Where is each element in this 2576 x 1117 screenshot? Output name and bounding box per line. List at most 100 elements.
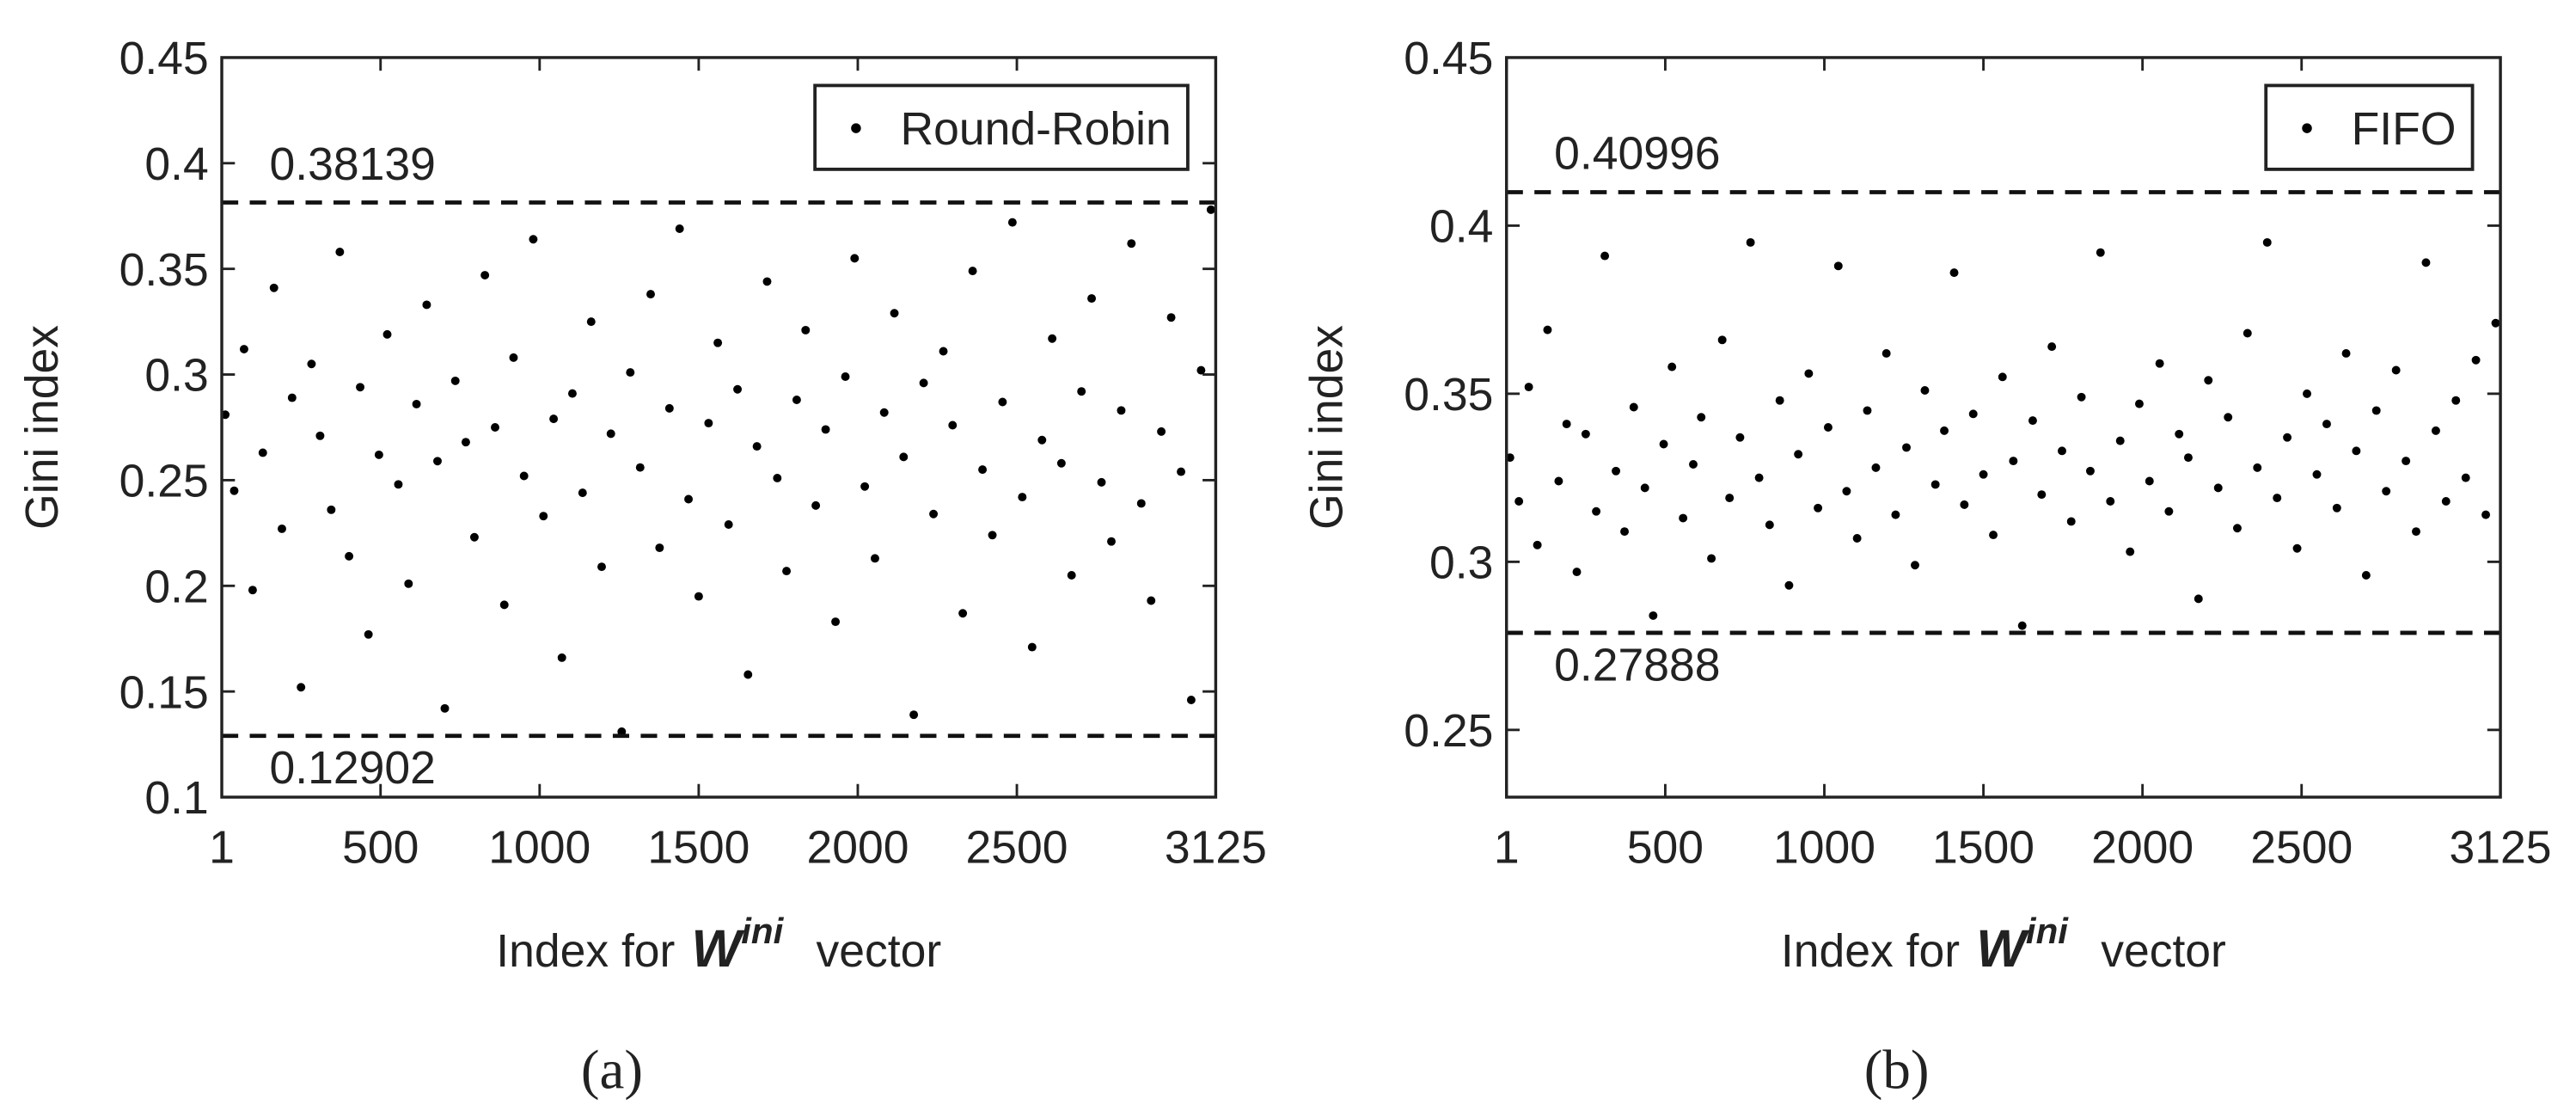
- axes-box: [220, 56, 1218, 799]
- data-point: [841, 372, 850, 381]
- data-point: [2232, 524, 2242, 533]
- data-point: [1007, 218, 1017, 227]
- y-axis-label: Gini index: [17, 325, 68, 530]
- data-point: [278, 524, 286, 533]
- data-point: [2273, 494, 2282, 503]
- data-point: [2058, 446, 2066, 456]
- data-point: [1572, 568, 1582, 577]
- data-point: [1989, 531, 1998, 540]
- data-point: [1543, 325, 1552, 334]
- data-point: [258, 448, 267, 457]
- data-point: [1196, 365, 1206, 375]
- data-point: [2441, 497, 2451, 506]
- data-point: [1707, 554, 1716, 563]
- data-point: [1629, 402, 1638, 412]
- data-point: [356, 383, 365, 392]
- data-point: [2204, 376, 2213, 385]
- data-point: [269, 283, 278, 292]
- data-point: [2243, 328, 2252, 338]
- data-point: [1056, 458, 1066, 468]
- data-point: [2382, 487, 2391, 496]
- data-point: [519, 471, 529, 481]
- data-point: [2096, 248, 2105, 257]
- data-point: [773, 473, 782, 482]
- data-point: [978, 465, 988, 475]
- data-point: [2481, 510, 2491, 519]
- data-point: [1852, 534, 1862, 543]
- x-label-text: Index for: [1781, 926, 1960, 977]
- data-point: [879, 408, 889, 417]
- data-point: [1968, 409, 1978, 419]
- data-point: [1514, 497, 1524, 506]
- data-point: [664, 403, 674, 413]
- data-point: [948, 420, 958, 430]
- data-point: [1600, 251, 1610, 261]
- x-axis-label: Index for Wini vector: [1781, 911, 2226, 978]
- legend-marker: [851, 123, 861, 133]
- x-tick-label: 500: [342, 822, 419, 873]
- data-point: [2009, 457, 2018, 466]
- y-tick-label: 0.35: [1404, 370, 1493, 420]
- data-point: [1871, 463, 1881, 472]
- reference-label: 0.40996: [1554, 129, 1720, 180]
- data-point: [2391, 365, 2401, 375]
- reference-label: 0.38139: [269, 139, 435, 190]
- data-point: [404, 579, 413, 588]
- data-point: [229, 486, 239, 495]
- data-point: [491, 423, 499, 432]
- data-point: [939, 347, 948, 356]
- data-point: [2155, 359, 2164, 368]
- data-point: [1018, 493, 1027, 502]
- data-point: [2077, 392, 2086, 402]
- data-point: [1127, 239, 1136, 249]
- data-point: [733, 384, 743, 394]
- data-point: [1107, 537, 1116, 546]
- data-point: [1814, 503, 1823, 512]
- data-point: [782, 567, 792, 576]
- data-point: [1206, 205, 1215, 214]
- x-tick-label: 3125: [2450, 822, 2552, 873]
- data-point: [1048, 334, 1057, 343]
- data-point: [450, 376, 460, 385]
- plot-area: [1506, 57, 2501, 798]
- data-point: [2352, 446, 2361, 456]
- data-point: [655, 543, 664, 553]
- data-point: [307, 359, 316, 369]
- data-point: [1794, 450, 1803, 459]
- data-point: [1902, 443, 1911, 452]
- x-tick-label: 500: [1627, 822, 1704, 873]
- data-point: [1640, 483, 1649, 493]
- data-point: [1920, 385, 1930, 395]
- x-label-superscript: ini: [741, 911, 784, 951]
- data-point: [1037, 435, 1047, 445]
- data-point: [2461, 473, 2470, 482]
- data-point: [2224, 413, 2233, 422]
- data-point: [724, 520, 733, 529]
- x-tick-label: 1500: [1932, 822, 2034, 873]
- data-point: [2115, 436, 2125, 445]
- data-point: [2047, 342, 2057, 352]
- data-point: [2145, 476, 2154, 486]
- data-point: [327, 505, 336, 514]
- y-tick-label: 0.35: [119, 245, 209, 296]
- data-point: [752, 442, 762, 451]
- data-point: [1177, 467, 1186, 476]
- data-point: [2253, 463, 2262, 472]
- x-tick-label: 1000: [1773, 822, 1875, 873]
- data-point: [801, 325, 811, 334]
- data-point: [422, 300, 431, 310]
- data-point: [1775, 396, 1784, 405]
- x-tick-label: 1000: [488, 822, 590, 873]
- data-point: [578, 488, 587, 498]
- data-point: [2371, 406, 2381, 415]
- data-point: [870, 554, 879, 563]
- legend-label: FIFO: [2352, 104, 2457, 155]
- x-tick-label: 3125: [1165, 822, 1267, 873]
- data-point: [1823, 423, 1833, 432]
- data-point: [1863, 406, 1872, 415]
- y-tick-label: 0.25: [119, 457, 209, 507]
- data-point: [2303, 389, 2311, 398]
- data-point: [694, 592, 703, 601]
- data-point: [335, 248, 345, 256]
